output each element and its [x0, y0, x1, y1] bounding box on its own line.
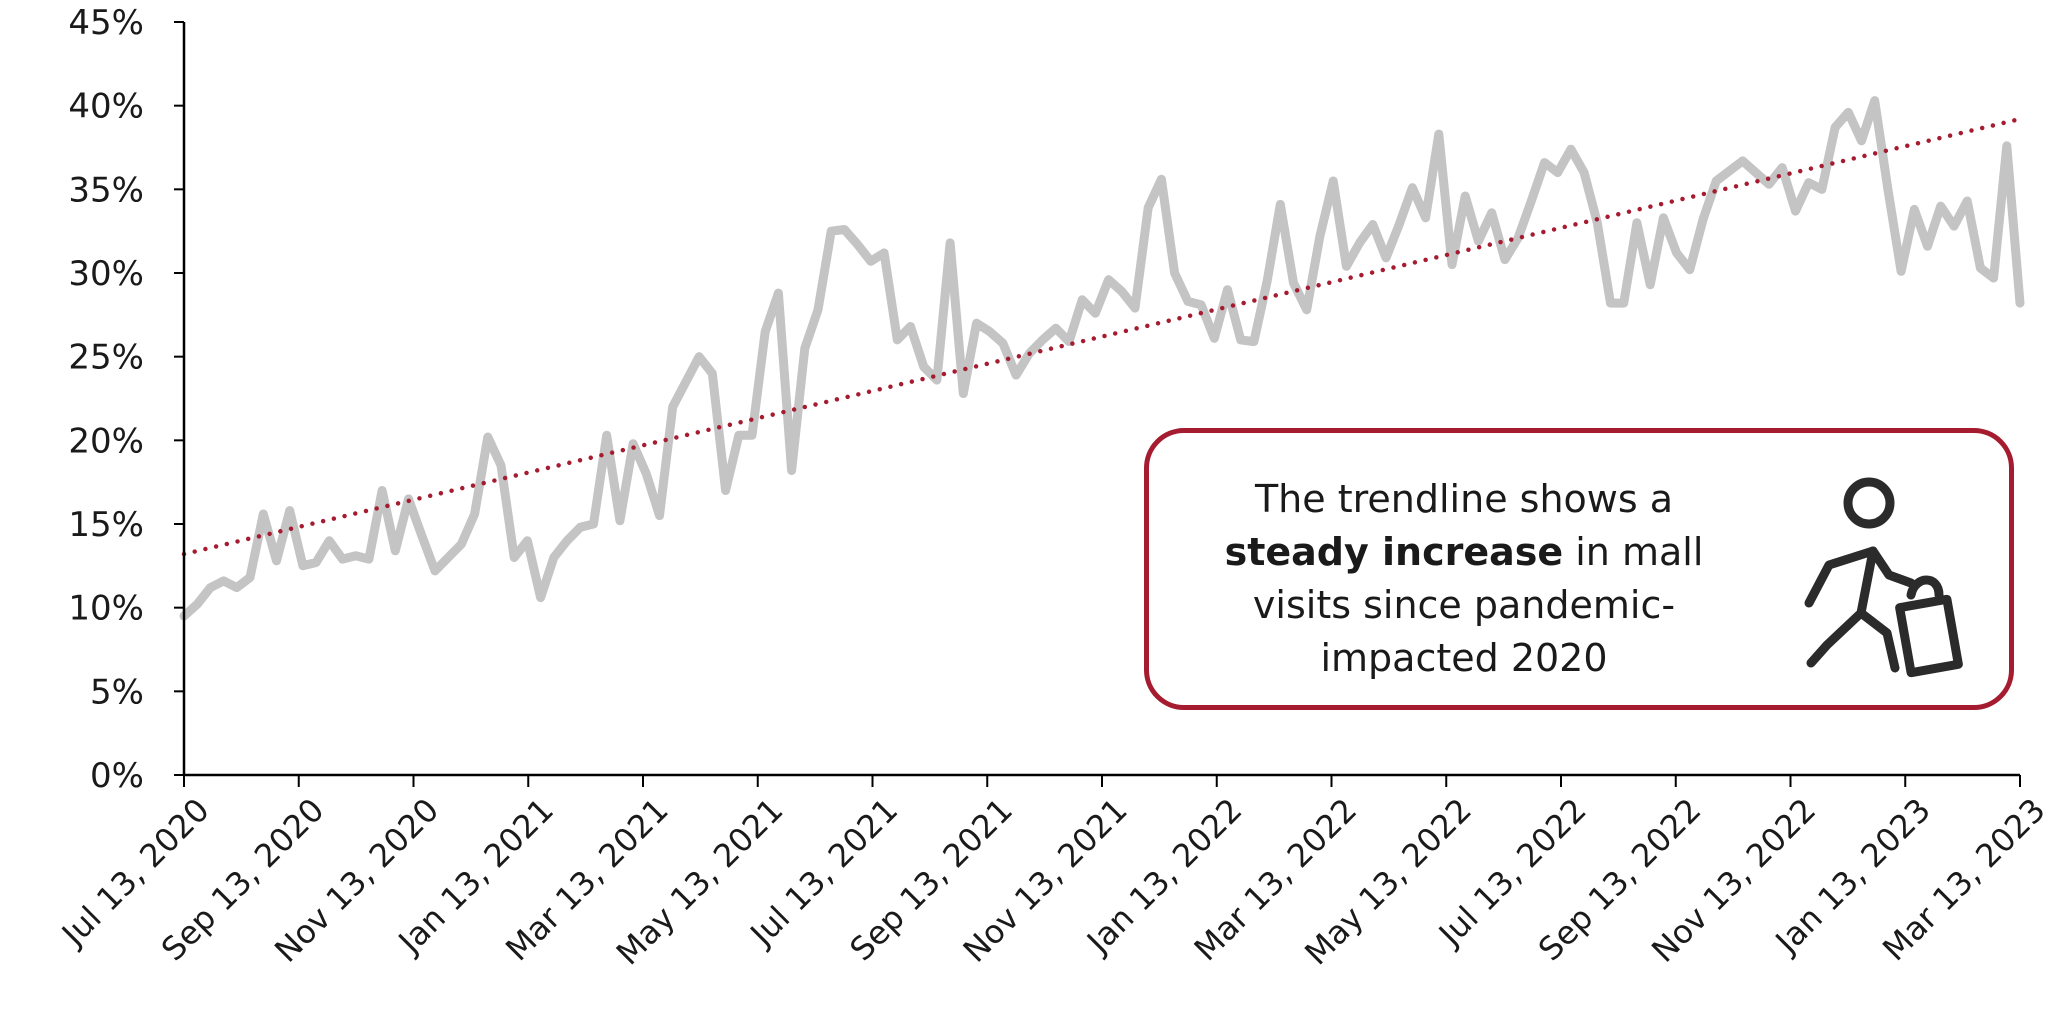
series-line-weekly-visits: [179, 96, 2025, 621]
callout-bold-text: steady increase: [1224, 530, 1564, 574]
y-tick-label: 20%: [68, 421, 144, 461]
y-tick-label: 0%: [90, 756, 144, 796]
y-tick-label: 30%: [68, 254, 144, 294]
trendline: [181, 116, 2023, 557]
y-tick-label: 35%: [68, 170, 144, 210]
y-tick-label: 5%: [90, 672, 144, 712]
y-tick-label: 15%: [68, 505, 144, 545]
y-tick-label: 10%: [68, 589, 144, 629]
y-tick-label: 40%: [68, 87, 144, 127]
callout-line-1: The trendline shows a: [1254, 477, 1674, 521]
y-tick-label: 45%: [68, 3, 144, 43]
shopper-with-bag-icon: [1804, 477, 1963, 678]
callout-box: The trendline shows a steady increase in…: [1144, 428, 2014, 710]
y-tick-label: 25%: [68, 338, 144, 378]
callout-line-4: impacted 2020: [1320, 636, 1608, 680]
callout-line-3: visits since pandemic-: [1252, 583, 1676, 627]
callout-text: The trendline shows a steady increase in…: [1189, 473, 1739, 685]
callout-after-bold: in mall: [1563, 530, 1704, 574]
